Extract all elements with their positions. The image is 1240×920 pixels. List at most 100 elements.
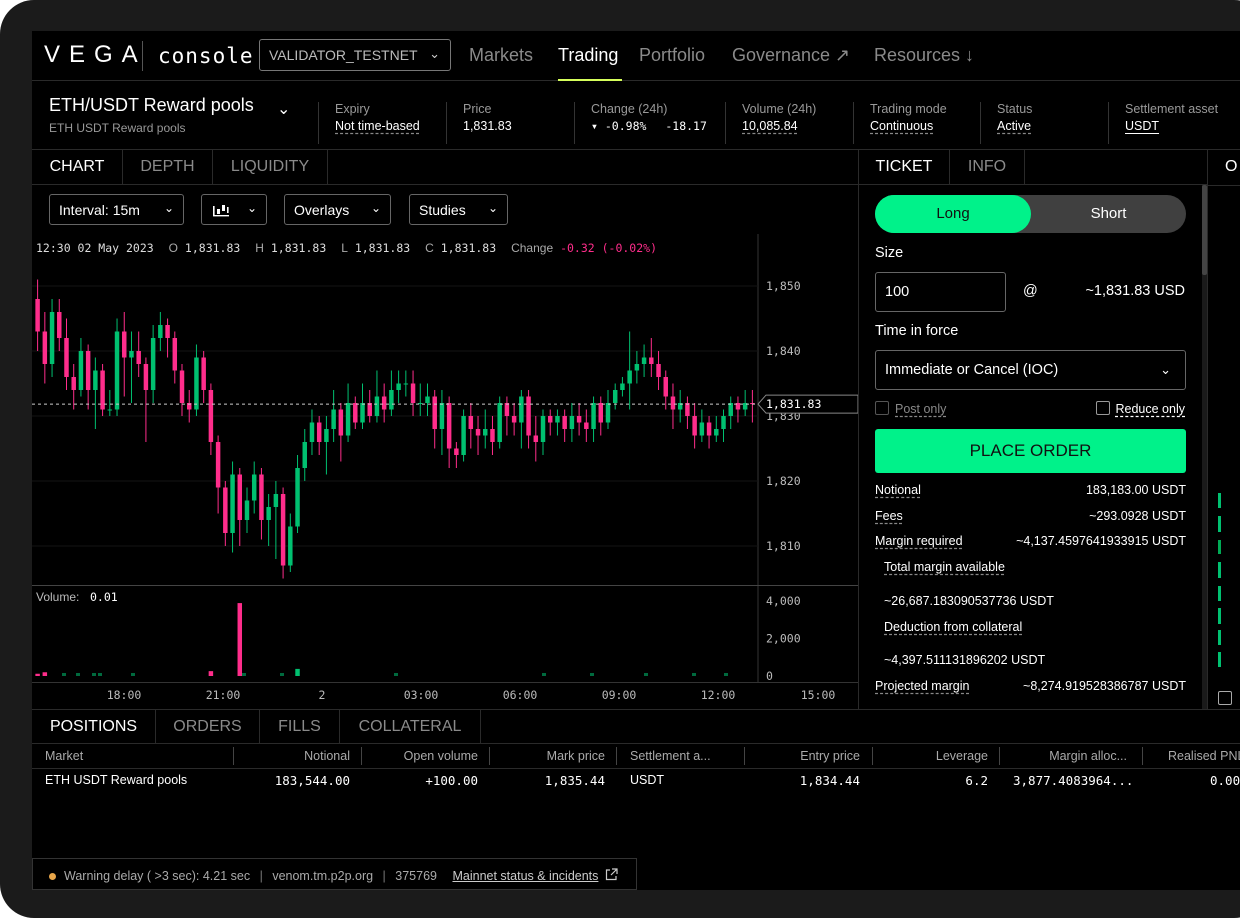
- projected-margin-row: Projected margin ~8,274.919528386787 USD…: [875, 679, 1186, 693]
- volume-bar: [242, 673, 246, 676]
- fees-row: Fees ~293.0928 USDT: [875, 509, 1186, 523]
- col-divider: [233, 747, 234, 765]
- tab-liquidity[interactable]: LIQUIDITY: [213, 150, 328, 185]
- logo-divider: [142, 41, 143, 71]
- volume-value: 0.01: [90, 590, 118, 604]
- nav-governance[interactable]: Governance ↗: [732, 45, 851, 65]
- tab-chart[interactable]: CHART: [32, 150, 123, 185]
- cell-market: ETH USDT Reward pools: [45, 773, 188, 787]
- depth-bar: [1218, 493, 1221, 508]
- stat-change: Change (24h) ▾ -0.98% -18.17: [574, 102, 707, 144]
- status-bar: Warning delay ( >3 sec): 4.21 sec | veno…: [32, 858, 637, 890]
- time-in-force-select[interactable]: Immediate or Cancel (IOC) ⌄: [875, 350, 1186, 390]
- candle-body: [389, 390, 394, 410]
- tab-ticket[interactable]: TICKET: [859, 150, 950, 185]
- col-market[interactable]: Market: [45, 749, 84, 763]
- volume-tick-label: 2,000: [766, 632, 801, 646]
- size-label: Size: [875, 245, 904, 261]
- tab-depth[interactable]: DEPTH: [123, 150, 213, 185]
- col-settlement[interactable]: Settlement a...: [630, 749, 711, 763]
- candle-body: [504, 403, 510, 416]
- col-divider: [872, 747, 873, 765]
- candle-body: [223, 487, 228, 533]
- ticket-scrollbar[interactable]: [1202, 185, 1207, 709]
- candle-body: [165, 325, 170, 338]
- place-order-button[interactable]: PLACE ORDER: [875, 429, 1186, 473]
- col-notional[interactable]: Notional: [304, 749, 350, 763]
- candle-body: [670, 396, 676, 410]
- time-tick-label: 2: [319, 688, 326, 702]
- interval-dropdown[interactable]: Interval: 15m ⌄: [49, 194, 184, 225]
- chevron-down-icon: ⌄: [429, 46, 440, 61]
- nav-trading[interactable]: Trading: [558, 45, 619, 65]
- candlestick-chart[interactable]: 1,8501,8401,8301,8201,8104,0002,0000Volu…: [32, 234, 858, 709]
- deduction-label[interactable]: Deduction from collateral: [884, 620, 1023, 634]
- total-margin-label[interactable]: Total margin available: [884, 560, 1005, 574]
- tab-positions[interactable]: POSITIONS: [32, 710, 156, 744]
- candle-body: [381, 396, 387, 410]
- tab-orderbook[interactable]: O: [1225, 158, 1238, 175]
- checkbox-icon: [875, 401, 889, 415]
- time-tick-label: 09:00: [602, 688, 637, 702]
- post-only-checkbox[interactable]: Post only: [875, 401, 946, 416]
- candle-body: [367, 403, 372, 416]
- chart-type-dropdown[interactable]: ⌄: [201, 194, 267, 225]
- long-button[interactable]: Long: [875, 195, 1031, 233]
- bottom-tabs: POSITIONS ORDERS FILLS COLLATERAL: [32, 709, 1240, 744]
- reduce-only-checkbox[interactable]: Reduce only: [1095, 401, 1185, 416]
- studies-dropdown[interactable]: Studies ⌄: [409, 194, 508, 225]
- tab-fills[interactable]: FILLS: [260, 710, 340, 744]
- candlestick-chart-icon: [213, 205, 229, 217]
- tab-collateral[interactable]: COLLATERAL: [340, 710, 481, 744]
- short-button[interactable]: Short: [1090, 205, 1127, 222]
- panel-divider: [1208, 185, 1240, 186]
- candle-body: [71, 377, 76, 390]
- vega-logo[interactable]: VEGA: [44, 41, 147, 68]
- candle-body: [345, 403, 351, 436]
- chevron-down-icon[interactable]: ⌄: [277, 101, 291, 118]
- stat-price: Price 1,831.83: [446, 102, 512, 144]
- ohlc-close: 1,831.83: [440, 241, 497, 255]
- candle-body: [186, 403, 192, 410]
- col-open-volume[interactable]: Open volume: [403, 749, 478, 763]
- mainnet-status-link[interactable]: Mainnet status & incidents: [452, 869, 599, 883]
- candle-body: [735, 403, 741, 410]
- nav-markets[interactable]: Markets: [469, 45, 534, 65]
- candle-body: [584, 422, 589, 429]
- size-input[interactable]: 100: [875, 272, 1006, 312]
- candle-body: [627, 370, 632, 384]
- market-selector[interactable]: ETH/USDT Reward pools: [49, 95, 254, 115]
- tab-orders[interactable]: ORDERS: [156, 710, 260, 744]
- nav-resources[interactable]: Resources ↓: [874, 45, 975, 65]
- node-url[interactable]: venom.tm.p2p.org: [272, 869, 374, 883]
- candle-body: [742, 403, 748, 410]
- down-triangle-icon: ▾: [591, 119, 598, 133]
- candle-body: [685, 403, 690, 416]
- network-selector-label: VALIDATOR_TESTNET: [269, 47, 418, 63]
- candle-body: [107, 409, 113, 411]
- tab-info[interactable]: INFO: [950, 150, 1025, 185]
- overlays-dropdown[interactable]: Overlays ⌄: [284, 194, 391, 225]
- nav-portfolio[interactable]: Portfolio: [639, 45, 706, 65]
- checkbox-icon[interactable]: [1218, 691, 1232, 705]
- col-realised-pnl[interactable]: Realised PNL: [1168, 749, 1240, 763]
- candle-body: [78, 351, 84, 390]
- candle-body: [461, 416, 466, 455]
- col-mark-price[interactable]: Mark price: [546, 749, 605, 763]
- candle-body: [360, 403, 365, 423]
- external-link-icon[interactable]: [605, 868, 618, 881]
- candle-body: [353, 403, 358, 423]
- network-selector[interactable]: VALIDATOR_TESTNET ⌄: [259, 39, 451, 71]
- margin-required-row: Margin required ~4,137.4597641933915 USD…: [875, 534, 1186, 548]
- scrollbar-thumb[interactable]: [1202, 185, 1207, 275]
- candle-body: [324, 429, 329, 442]
- candle-body: [215, 442, 221, 488]
- col-margin-allocated[interactable]: Margin alloc...: [1049, 749, 1127, 763]
- candle-body: [446, 403, 452, 449]
- col-leverage[interactable]: Leverage: [935, 749, 988, 763]
- candle-body: [316, 422, 322, 442]
- col-entry-price[interactable]: Entry price: [800, 749, 860, 763]
- candle-body: [273, 494, 279, 507]
- candle-body: [208, 390, 214, 442]
- candle-body: [114, 331, 120, 410]
